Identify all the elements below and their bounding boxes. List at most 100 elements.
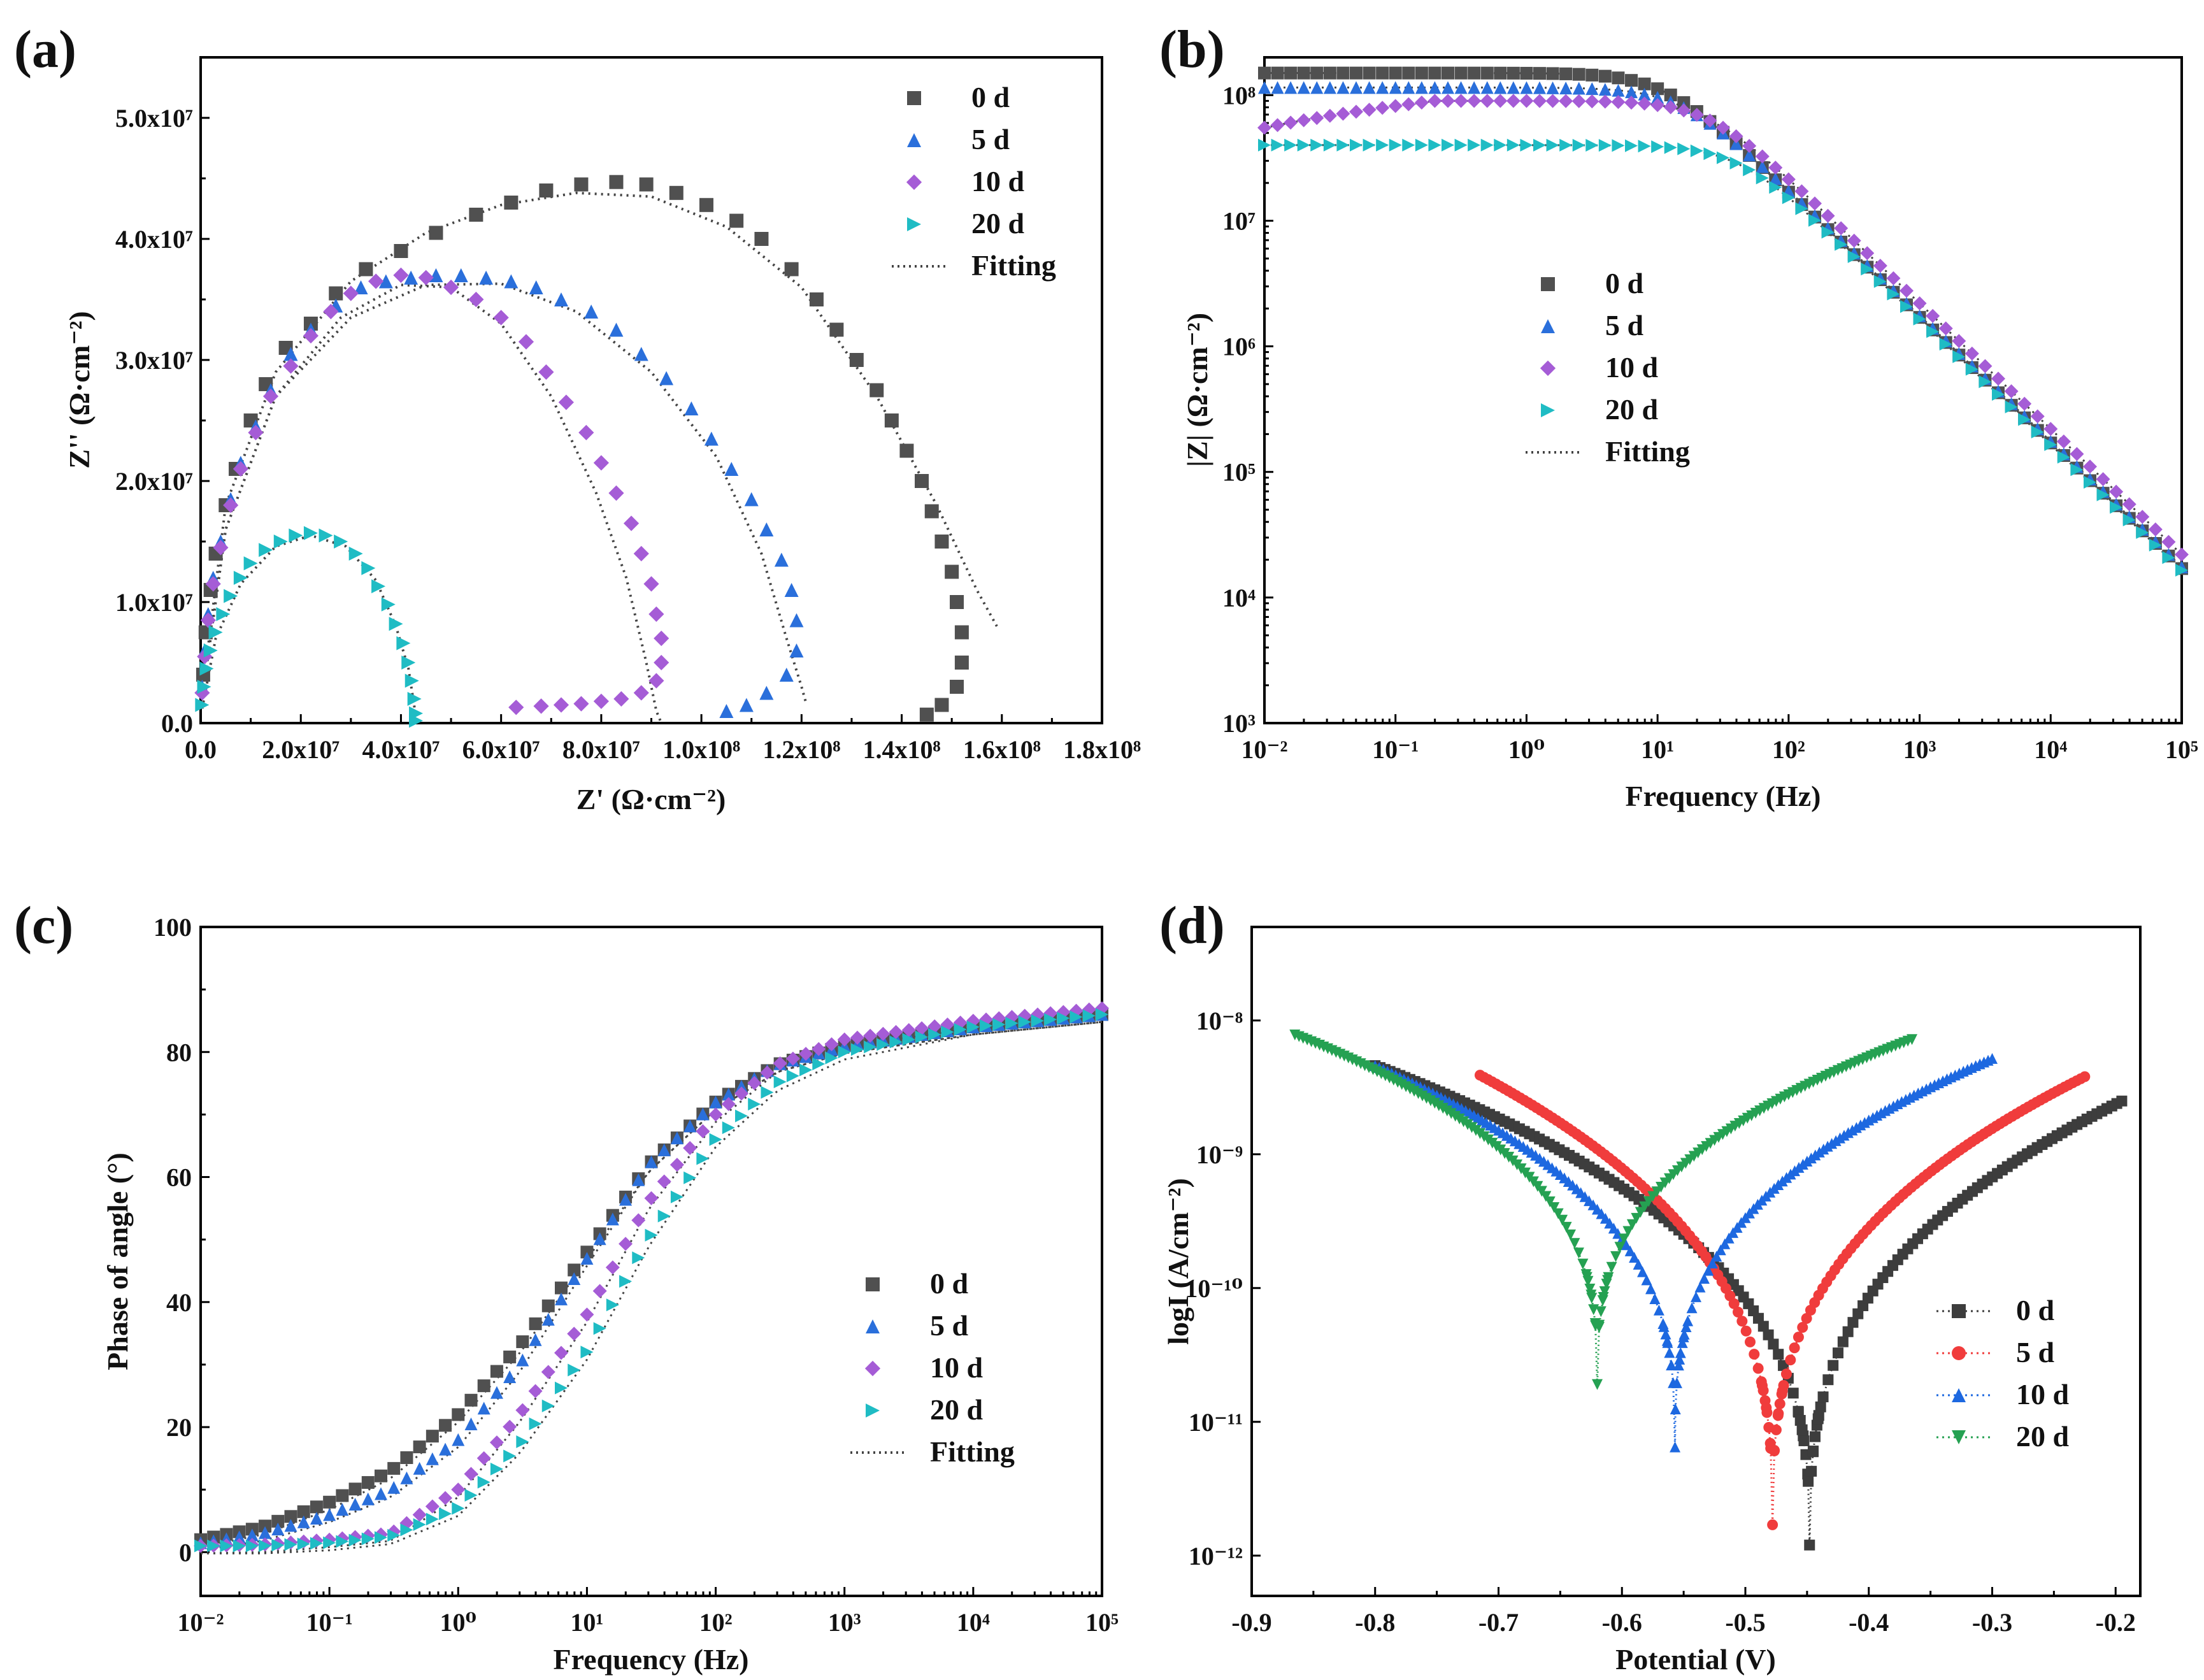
data-point-b-20d [1480,138,1494,152]
data-point-c-0d [541,1299,555,1312]
data-point-b-10d [2070,447,2084,461]
data-point-b-20d [2005,400,2018,413]
data-point-a-0d [954,656,969,670]
data-point-c-20d [259,1539,272,1553]
data-point-a-5d [283,347,298,361]
data-point-b-20d [1402,138,1415,152]
data-point-c-10d [515,1403,530,1418]
data-point-b-10d [1637,96,1652,111]
data-point-c-10d [476,1451,491,1465]
data-point-c-5d [735,1080,748,1093]
data-point-b-0d [1402,66,1415,80]
data-point-b-20d [1743,163,1756,176]
data-point-b-10d [1349,104,1363,119]
data-point-c-0d [568,1263,581,1277]
data-point-b-20d [1873,275,1887,288]
data-point-c-20d [568,1363,581,1377]
data-point-b-20d [1533,138,1546,152]
data-point-c-20d [735,1109,748,1123]
data-point-c-20d [1044,1013,1057,1026]
data-point-b-20d [1284,138,1298,152]
data-point-b-5d [1310,81,1324,94]
data-point-b-20d [1992,388,2005,401]
data-point-a-0d [699,197,713,212]
data-point-c-5d [426,1452,439,1465]
legend-label-a: 5 d [971,123,1010,155]
data-point-b-10d [1847,233,1861,248]
data-point-c-20d [348,1533,362,1547]
data-point-b-10d [1821,208,1835,223]
data-point-a-0d [609,175,624,189]
y-tick-label-c: 80 [166,1038,192,1066]
data-point-b-10d [1362,103,1377,117]
x-tick-label-d: -0.9 [1231,1608,1271,1637]
data-point-b-10d [1742,138,1757,153]
x-tick-label-c: 10⁴ [957,1608,990,1637]
data-point-c-10d [554,1346,568,1360]
data-point-d-5d [1774,1398,1785,1410]
data-point-b-20d [1258,138,1271,152]
legend-label-b: Fitting [1605,435,1690,468]
data-point-a-20d [199,661,214,676]
fit-lines-b [1264,72,2183,571]
data-point-b-5d [1612,83,1625,97]
data-point-a-10d [633,545,649,562]
data-point-d-20d [1907,1034,1918,1045]
data-point-a-0d [784,262,799,276]
legend-marker-d [1952,1304,1966,1318]
data-point-b-10d [1270,118,1285,133]
y-tick-label-c: 100 [154,913,192,942]
data-point-d-5d [1744,1336,1756,1347]
data-point-a-10d [538,364,554,380]
legend-a: 0 d 5 d 10 d 20 d Fitting [892,81,1056,282]
legend-marker-d [1952,1346,1966,1360]
data-point-b-0d [1363,66,1376,80]
x-tick-label-c: 10⁻² [177,1608,224,1637]
data-point-d-0d [1842,1326,1854,1337]
data-point-d-10d [1658,1321,1670,1332]
data-point-a-20d [404,673,419,688]
data-point-a-10d [648,606,664,622]
data-point-b-10d [1598,94,1612,109]
data-point-a-10d [608,485,624,501]
data-point-d-5d [1728,1298,1740,1309]
y-axis-label-d: logI (A/cm⁻²) [1162,1178,1194,1345]
data-point-a-10d [205,576,221,592]
data-point-b-10d [1938,321,1953,336]
data-point-d-0d [1813,1410,1824,1421]
legend-label-c: 10 d [930,1351,984,1384]
data-point-c-20d [722,1121,735,1135]
data-point-b-5d [1572,82,1585,95]
data-point-c-20d [387,1528,401,1542]
data-point-a-5d [584,305,599,319]
data-point-b-10d [1703,113,1717,128]
data-point-b-20d [1494,138,1507,152]
data-point-d-10d [1621,1239,1632,1251]
data-point-c-20d [541,1399,555,1412]
x-tick-label-a: 4.0x10⁷ [362,735,440,764]
data-point-a-20d [334,535,348,549]
data-point-d-0d [1793,1407,1804,1418]
data-point-a-20d [371,579,386,594]
y-axis-label-c: Phase of angle (°) [101,1152,134,1370]
data-point-b-5d [1428,81,1442,94]
data-point-b-10d [2017,396,2032,411]
x-tick-label-a: 1.0x10⁸ [662,735,740,764]
data-point-a-0d [574,177,589,192]
data-point-b-10d [2109,484,2124,499]
data-point-b-20d [1729,156,1743,169]
data-point-a-20d [208,625,223,640]
data-point-c-20d [966,1021,980,1034]
legend-marker-d [1952,1388,1966,1402]
data-point-c-20d [992,1018,1006,1031]
data-point-a-5d [659,371,674,385]
data-point-a-10d [643,576,659,592]
data-point-a-0d [359,262,373,276]
data-point-c-20d [850,1043,864,1056]
data-point-b-20d [1336,138,1350,152]
tafel-line-20d [1294,1034,1913,1385]
data-point-b-20d [1376,138,1389,152]
data-point-b-20d [1323,138,1336,152]
data-point-c-20d [413,1518,426,1531]
data-point-b-5d [1651,90,1664,104]
